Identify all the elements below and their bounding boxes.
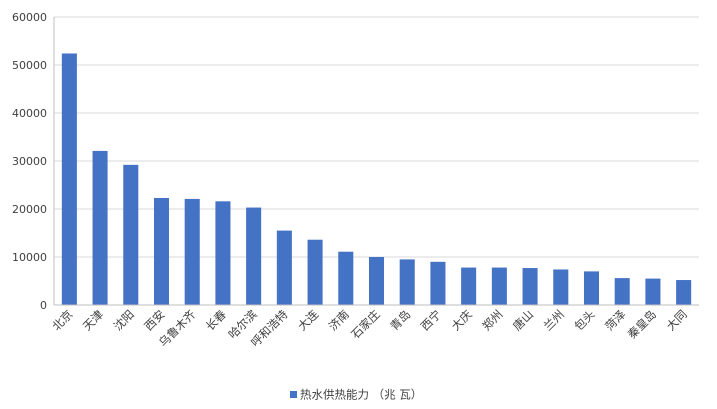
- x-tick-label: 秦皇岛: [625, 307, 659, 341]
- bar: [153, 197, 170, 305]
- x-tick-label: 济南: [326, 307, 352, 333]
- bar: [123, 164, 139, 305]
- bar: [399, 259, 415, 305]
- y-tick-label: 30000: [12, 155, 47, 168]
- y-tick-label: 60000: [12, 11, 47, 24]
- bar: [522, 268, 538, 305]
- y-tick-label: 40000: [12, 107, 47, 120]
- y-axis: 0 10000 20000 30000 40000 50000 60000: [12, 11, 47, 312]
- x-tick-label: 郑州: [479, 307, 505, 333]
- y-tick-label: 0: [40, 299, 47, 312]
- x-tick-label: 沈阳: [111, 307, 137, 333]
- x-tick-label: 大连: [295, 307, 322, 334]
- x-tick-label: 大庆: [449, 307, 476, 334]
- legend: 热水供热能力 （兆 瓦）: [290, 388, 422, 402]
- bar: [184, 198, 200, 305]
- bars: [61, 53, 692, 306]
- bar: [307, 239, 323, 305]
- y-tick-label: 20000: [12, 203, 47, 216]
- x-tick-label: 大同: [664, 307, 690, 333]
- x-tick-label: 长春: [203, 307, 230, 334]
- x-tick-label: 天津: [80, 307, 106, 333]
- bar: [430, 261, 446, 305]
- x-tick-label: 菏泽: [602, 307, 628, 333]
- bar: [645, 278, 661, 305]
- y-tick-label: 10000: [12, 251, 47, 264]
- bar: [338, 251, 354, 305]
- x-tick-label: 西安: [141, 307, 167, 333]
- bar: [61, 53, 77, 306]
- bar: [553, 269, 569, 305]
- bar: [368, 257, 385, 305]
- y-tick-label: 50000: [12, 59, 47, 72]
- x-tick-label: 北京: [49, 307, 75, 333]
- bar: [461, 267, 477, 305]
- bar: [676, 280, 692, 305]
- bar: [92, 150, 108, 305]
- bar: [614, 278, 630, 305]
- bar: [491, 267, 507, 305]
- x-tick-label: 包头: [571, 307, 597, 333]
- x-tick-label: 唐山: [510, 307, 536, 333]
- bar: [246, 207, 262, 305]
- x-tick-label: 西宁: [418, 307, 444, 333]
- x-tick-label: 兰州: [541, 307, 567, 333]
- legend-swatch: [290, 391, 297, 398]
- bar: [583, 271, 600, 305]
- x-tick-label: 石家庄: [348, 307, 382, 341]
- legend-label: 热水供热能力 （兆 瓦）: [300, 388, 422, 402]
- x-tick-label: 青岛: [387, 307, 413, 333]
- bar: [276, 230, 292, 305]
- bar: [215, 201, 231, 305]
- gridlines: [54, 16, 699, 258]
